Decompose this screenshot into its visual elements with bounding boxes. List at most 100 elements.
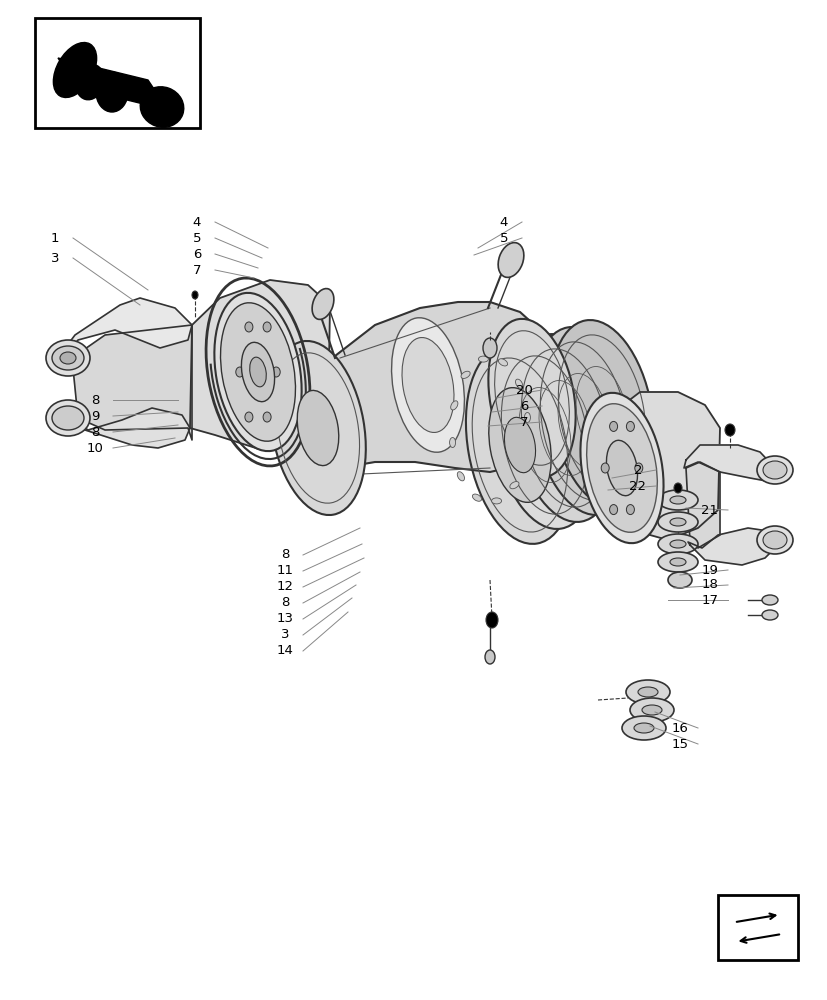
Ellipse shape xyxy=(625,680,669,704)
Bar xyxy=(35,18,200,128)
Ellipse shape xyxy=(609,505,617,515)
Bar xyxy=(717,895,797,960)
Ellipse shape xyxy=(485,650,495,664)
Ellipse shape xyxy=(245,412,252,422)
Ellipse shape xyxy=(513,334,616,522)
Ellipse shape xyxy=(762,531,786,549)
Text: 17: 17 xyxy=(700,593,718,606)
Text: 5: 5 xyxy=(193,232,201,244)
Ellipse shape xyxy=(667,572,691,588)
Ellipse shape xyxy=(482,338,496,358)
Text: 7: 7 xyxy=(193,263,201,276)
Text: 10: 10 xyxy=(87,442,103,454)
Ellipse shape xyxy=(761,610,777,620)
Text: 3: 3 xyxy=(50,251,60,264)
Ellipse shape xyxy=(638,687,657,697)
Polygon shape xyxy=(686,462,719,548)
Ellipse shape xyxy=(762,461,786,479)
Text: 14: 14 xyxy=(276,645,293,658)
Ellipse shape xyxy=(402,338,453,432)
Ellipse shape xyxy=(669,540,686,548)
Ellipse shape xyxy=(657,490,697,510)
Text: 6: 6 xyxy=(519,399,528,412)
Ellipse shape xyxy=(491,498,501,504)
Ellipse shape xyxy=(498,359,507,366)
Text: 5: 5 xyxy=(500,232,508,244)
Ellipse shape xyxy=(52,406,84,430)
Ellipse shape xyxy=(605,440,637,496)
Text: 13: 13 xyxy=(276,612,293,626)
Text: 21: 21 xyxy=(700,504,718,516)
Ellipse shape xyxy=(756,456,792,484)
Ellipse shape xyxy=(75,64,104,100)
Ellipse shape xyxy=(46,400,90,436)
Ellipse shape xyxy=(472,494,481,501)
Ellipse shape xyxy=(52,346,84,370)
Ellipse shape xyxy=(634,463,642,473)
Ellipse shape xyxy=(391,318,464,452)
Ellipse shape xyxy=(488,388,551,502)
Ellipse shape xyxy=(53,43,97,97)
Text: 15: 15 xyxy=(671,738,688,750)
Ellipse shape xyxy=(669,496,686,504)
Text: 4: 4 xyxy=(193,216,201,229)
Ellipse shape xyxy=(509,482,519,489)
Ellipse shape xyxy=(214,293,301,451)
Text: 11: 11 xyxy=(276,564,293,578)
Ellipse shape xyxy=(580,393,662,543)
Ellipse shape xyxy=(241,342,275,402)
Ellipse shape xyxy=(220,303,295,441)
Text: 1: 1 xyxy=(50,232,60,244)
Text: 22: 22 xyxy=(629,480,646,492)
Ellipse shape xyxy=(657,512,697,532)
Text: 8: 8 xyxy=(91,393,99,406)
Ellipse shape xyxy=(669,518,686,526)
Ellipse shape xyxy=(657,552,697,572)
Ellipse shape xyxy=(270,341,366,515)
Ellipse shape xyxy=(629,698,673,722)
Polygon shape xyxy=(687,528,777,565)
Ellipse shape xyxy=(461,371,470,378)
Ellipse shape xyxy=(272,367,280,377)
Ellipse shape xyxy=(466,346,573,544)
Polygon shape xyxy=(683,445,774,482)
Ellipse shape xyxy=(488,319,575,477)
Text: 2: 2 xyxy=(633,464,642,477)
Ellipse shape xyxy=(498,243,523,277)
Ellipse shape xyxy=(504,417,535,473)
Ellipse shape xyxy=(263,322,270,332)
Ellipse shape xyxy=(586,404,657,532)
Ellipse shape xyxy=(532,327,635,515)
Text: 12: 12 xyxy=(276,580,293,593)
Ellipse shape xyxy=(245,322,252,332)
Polygon shape xyxy=(72,325,192,440)
Ellipse shape xyxy=(60,352,76,364)
Ellipse shape xyxy=(756,526,792,554)
Ellipse shape xyxy=(609,421,617,431)
Ellipse shape xyxy=(449,438,455,448)
Ellipse shape xyxy=(600,463,609,473)
Ellipse shape xyxy=(492,341,596,529)
Text: 7: 7 xyxy=(519,416,528,428)
Ellipse shape xyxy=(724,424,734,436)
Ellipse shape xyxy=(192,291,198,299)
Ellipse shape xyxy=(621,716,665,740)
Text: 20: 20 xyxy=(515,383,532,396)
Text: 9: 9 xyxy=(91,410,99,422)
Text: 6: 6 xyxy=(193,247,201,260)
Ellipse shape xyxy=(46,340,90,376)
Ellipse shape xyxy=(297,390,338,466)
Ellipse shape xyxy=(515,379,522,388)
Text: 3: 3 xyxy=(280,629,289,642)
Ellipse shape xyxy=(450,401,457,410)
Text: 8: 8 xyxy=(280,596,289,609)
Ellipse shape xyxy=(312,289,333,319)
Ellipse shape xyxy=(236,367,243,377)
Polygon shape xyxy=(58,58,168,110)
Text: 18: 18 xyxy=(700,578,718,591)
Ellipse shape xyxy=(140,87,184,127)
Ellipse shape xyxy=(633,723,653,733)
Polygon shape xyxy=(68,408,189,448)
Polygon shape xyxy=(189,280,330,450)
Ellipse shape xyxy=(263,412,270,422)
